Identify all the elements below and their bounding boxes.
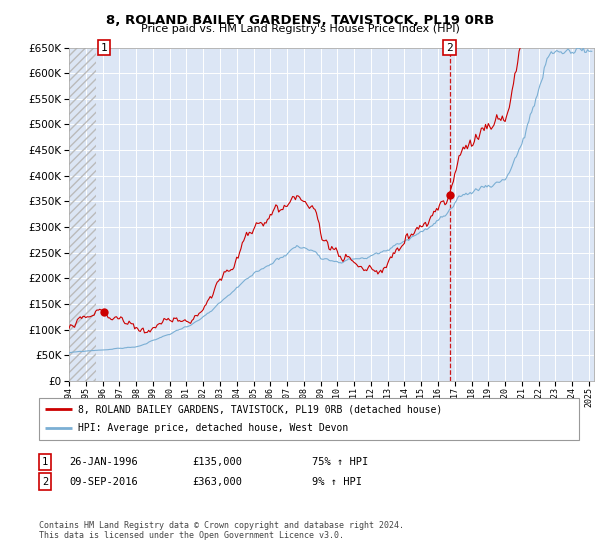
Text: 26-JAN-1996: 26-JAN-1996 bbox=[69, 457, 138, 467]
Text: 8, ROLAND BAILEY GARDENS, TAVISTOCK, PL19 0RB: 8, ROLAND BAILEY GARDENS, TAVISTOCK, PL1… bbox=[106, 14, 494, 27]
Text: 9% ↑ HPI: 9% ↑ HPI bbox=[312, 477, 362, 487]
Text: 2: 2 bbox=[42, 477, 48, 487]
Text: Price paid vs. HM Land Registry's House Price Index (HPI): Price paid vs. HM Land Registry's House … bbox=[140, 24, 460, 34]
Text: 75% ↑ HPI: 75% ↑ HPI bbox=[312, 457, 368, 467]
Text: Contains HM Land Registry data © Crown copyright and database right 2024.
This d: Contains HM Land Registry data © Crown c… bbox=[39, 521, 404, 540]
Text: 1: 1 bbox=[100, 43, 107, 53]
Text: £363,000: £363,000 bbox=[192, 477, 242, 487]
Text: 09-SEP-2016: 09-SEP-2016 bbox=[69, 477, 138, 487]
Text: 1: 1 bbox=[42, 457, 48, 467]
Text: HPI: Average price, detached house, West Devon: HPI: Average price, detached house, West… bbox=[78, 423, 348, 433]
Text: 8, ROLAND BAILEY GARDENS, TAVISTOCK, PL19 0RB (detached house): 8, ROLAND BAILEY GARDENS, TAVISTOCK, PL1… bbox=[78, 404, 442, 414]
Text: 2: 2 bbox=[446, 43, 453, 53]
Text: £135,000: £135,000 bbox=[192, 457, 242, 467]
